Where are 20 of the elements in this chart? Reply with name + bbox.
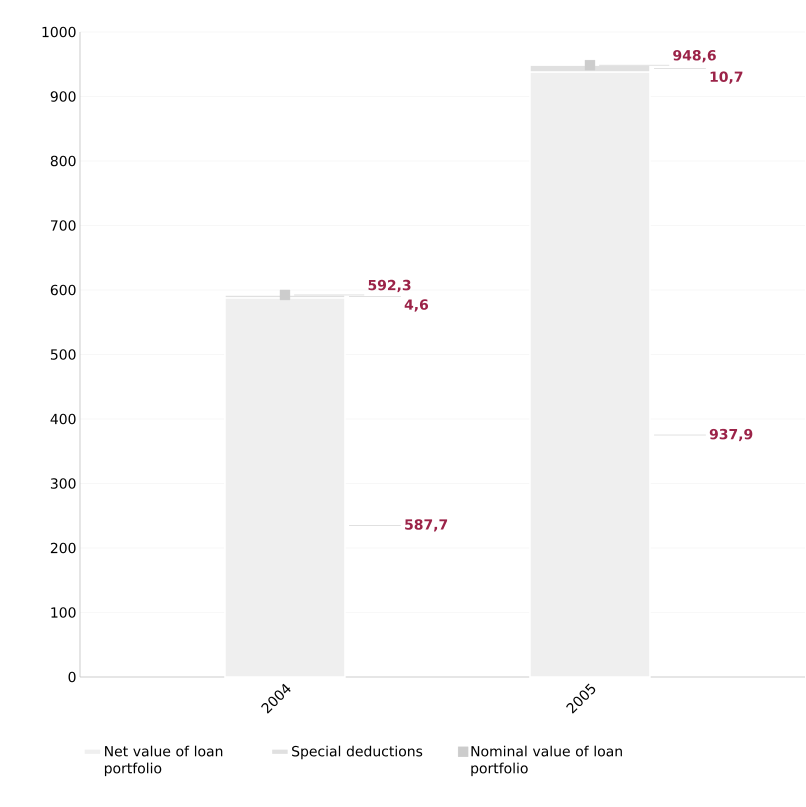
- y-tick-label: 500: [50, 349, 76, 360]
- y-tick-label: 200: [50, 542, 76, 554]
- y-tick-label: 300: [50, 478, 76, 489]
- y-tick-label: 400: [50, 414, 76, 424]
- legend-label: Nominal value of loan portfolio: [471, 746, 622, 776]
- y-tick-label: 700: [51, 220, 76, 231]
- y-tick-label: 100: [51, 607, 76, 618]
- data-label: 592,3: [368, 280, 410, 292]
- data-label: 4,6: [404, 299, 428, 312]
- data-label: 10,7: [710, 71, 742, 84]
- legend-label: Special deductions: [292, 746, 422, 760]
- data-label: 948,6: [673, 50, 716, 62]
- data-label: 587,7: [405, 519, 448, 532]
- y-tick-label: 600: [50, 284, 76, 296]
- legend-label: Net value of loan portfolio: [104, 746, 222, 776]
- y-tick-label: 800: [50, 156, 76, 166]
- y-tick-label: 1000: [42, 26, 76, 38]
- y-tick-label: 900: [50, 91, 76, 102]
- y-tick-label: 0: [68, 672, 76, 682]
- data-label: 937,9: [710, 428, 752, 442]
